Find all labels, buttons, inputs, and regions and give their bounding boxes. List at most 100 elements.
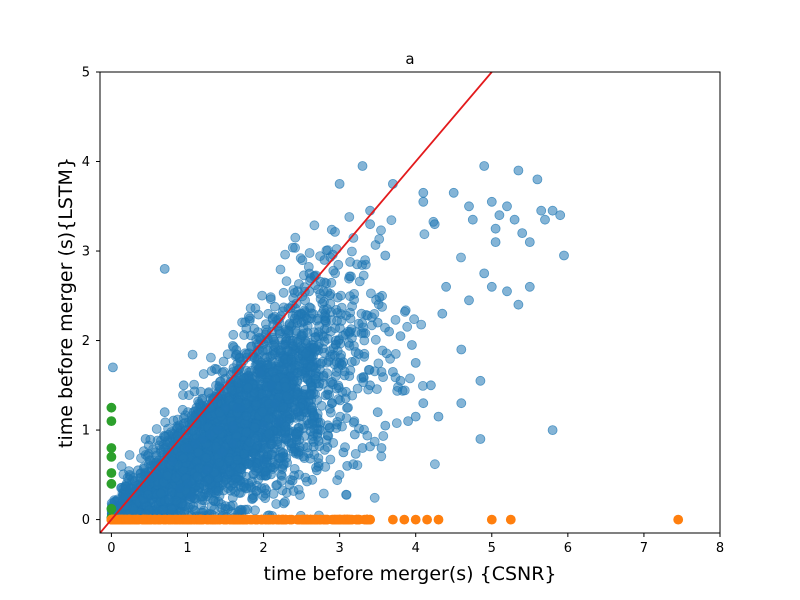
scatter-point bbox=[346, 246, 357, 257]
scatter-point bbox=[265, 292, 276, 303]
scatter-point bbox=[325, 298, 336, 309]
scatter-point bbox=[374, 234, 385, 245]
scatter-point-lstm_zero bbox=[505, 514, 516, 525]
scatter-point-main bbox=[441, 281, 452, 292]
scatter-point bbox=[300, 348, 311, 359]
y-tick-label: 4 bbox=[82, 155, 90, 170]
scatter-point-main bbox=[418, 398, 429, 409]
scatter-point-lstm_zero bbox=[195, 514, 206, 525]
scatter-point-main bbox=[220, 402, 231, 413]
scatter-point-main bbox=[197, 434, 208, 444]
scatter-point bbox=[116, 461, 127, 472]
scatter-point-lstm_zero bbox=[256, 514, 267, 525]
scatter-point-main bbox=[231, 402, 242, 413]
scatter-point-lstm_zero bbox=[399, 514, 410, 525]
scatter-point-main bbox=[372, 317, 383, 328]
scatter-point-main bbox=[273, 416, 284, 427]
scatter-point-main bbox=[372, 407, 383, 418]
scatter-point-main bbox=[376, 443, 387, 453]
scatter-point bbox=[307, 474, 318, 485]
scatter-point bbox=[158, 504, 169, 515]
scatter-point-main bbox=[159, 407, 170, 418]
scatter-point bbox=[222, 349, 233, 360]
scatter-point bbox=[205, 352, 216, 363]
scatter-point bbox=[287, 242, 298, 253]
scatter-point-main bbox=[467, 214, 478, 225]
scatter-point bbox=[346, 333, 357, 344]
scatter-point bbox=[390, 314, 401, 325]
scatter-point bbox=[128, 503, 139, 514]
scatter-point bbox=[299, 453, 310, 464]
scatter-point bbox=[227, 385, 237, 396]
scatter-point bbox=[155, 488, 166, 499]
scatter-point bbox=[280, 249, 291, 260]
y-tick-label: 2 bbox=[82, 334, 90, 349]
x-tick-label: 0 bbox=[107, 541, 115, 556]
x-tick-label: 8 bbox=[716, 541, 724, 556]
scatter-point-main bbox=[513, 165, 524, 176]
scatter-point-main bbox=[311, 357, 322, 368]
scatter-point-main bbox=[406, 340, 417, 350]
scatter-point-main bbox=[190, 438, 201, 449]
scatter-point bbox=[263, 429, 274, 439]
scatter-point-main bbox=[258, 420, 269, 431]
scatter-point bbox=[335, 290, 346, 301]
scatter-point-main bbox=[281, 434, 292, 444]
scatter-point bbox=[354, 276, 365, 287]
scatter-point bbox=[250, 505, 260, 516]
scatter-point-main bbox=[475, 434, 486, 444]
scatter-point-main bbox=[349, 429, 360, 440]
scatter-point bbox=[371, 294, 382, 305]
scatter-point bbox=[362, 310, 373, 321]
scatter-point-csnr_zero bbox=[106, 443, 117, 453]
scatter-point bbox=[257, 345, 268, 356]
scatter-point-main bbox=[532, 174, 543, 185]
scatter-point bbox=[341, 489, 352, 500]
scatter-point bbox=[257, 290, 268, 301]
scatter-point bbox=[187, 349, 198, 360]
scatter-point-main bbox=[513, 299, 524, 310]
scatter-point-main bbox=[228, 420, 239, 431]
scatter-point bbox=[216, 502, 227, 513]
scatter-point-main bbox=[311, 465, 322, 476]
scatter-point bbox=[289, 463, 300, 474]
scatter-point bbox=[253, 309, 264, 320]
scatter-point bbox=[276, 475, 287, 486]
scatter-point-lstm_zero bbox=[422, 514, 433, 525]
scatter-point bbox=[326, 277, 337, 288]
scatter-point-main bbox=[357, 443, 368, 453]
scatter-point-csnr_zero bbox=[106, 402, 117, 413]
scatter-point bbox=[160, 417, 171, 428]
scatter-point-main bbox=[266, 380, 277, 391]
scatter-point bbox=[332, 475, 343, 486]
scatter-point bbox=[283, 325, 294, 336]
scatter-point bbox=[232, 454, 243, 465]
scatter-point bbox=[263, 414, 274, 424]
scatter-point bbox=[257, 406, 268, 417]
scatter-point-main bbox=[342, 460, 353, 471]
scatter-point bbox=[344, 212, 355, 222]
scatter-point bbox=[280, 381, 291, 392]
scatter-point-main bbox=[365, 219, 376, 230]
scatter-point-main bbox=[167, 456, 178, 467]
scatter-point-main bbox=[201, 465, 212, 476]
scatter-point-main bbox=[270, 398, 280, 409]
scatter-point bbox=[302, 442, 313, 453]
scatter-point-main bbox=[357, 161, 368, 171]
scatter-point bbox=[193, 447, 204, 458]
scatter-point-main bbox=[205, 429, 216, 440]
scatter-point-main bbox=[327, 398, 337, 409]
scatter-point-main bbox=[334, 178, 345, 189]
scatter-point bbox=[318, 488, 329, 499]
scatter-point bbox=[231, 345, 242, 355]
chart-title: a bbox=[405, 50, 414, 68]
scatter-point-main bbox=[479, 268, 490, 279]
scatter-point-main bbox=[486, 281, 497, 292]
scatter-point bbox=[322, 333, 333, 344]
scatter-point-main bbox=[315, 425, 326, 436]
scatter-point-lstm_zero bbox=[309, 514, 320, 525]
scatter-point-main bbox=[380, 250, 391, 261]
scatter-point-main bbox=[555, 210, 566, 221]
scatter-point-main bbox=[182, 478, 193, 489]
scatter-point-main bbox=[365, 380, 376, 391]
